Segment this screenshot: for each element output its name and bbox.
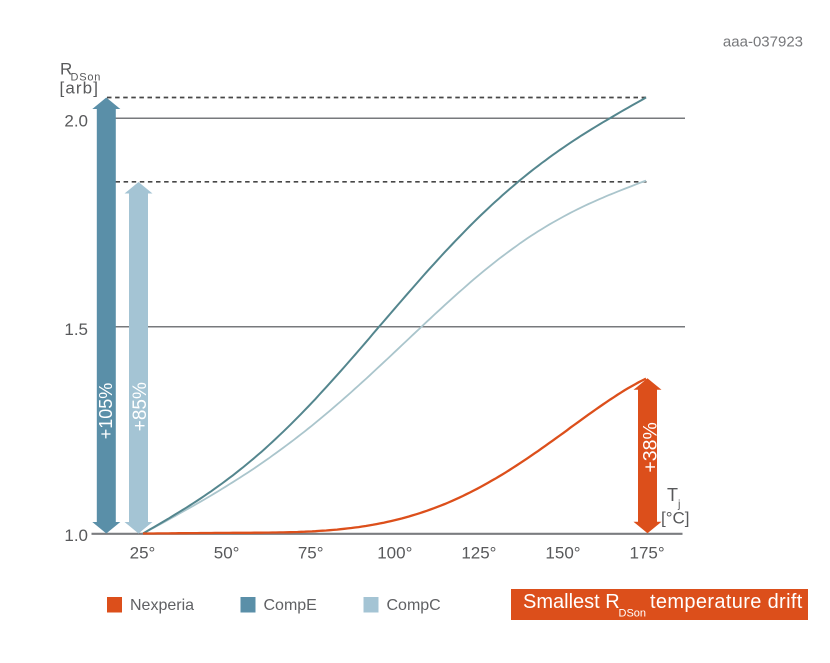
svg-text:CompC: CompC <box>387 597 441 614</box>
svg-text:+38%: +38% <box>640 422 662 472</box>
svg-text:Smallest R: Smallest R <box>523 591 620 613</box>
svg-text:1.0: 1.0 <box>64 526 88 545</box>
svg-text:temperature drift: temperature drift <box>650 591 803 613</box>
svg-text:T: T <box>667 485 678 505</box>
svg-text:50°: 50° <box>214 544 240 563</box>
svg-text:125°: 125° <box>461 544 496 563</box>
svg-text:25°: 25° <box>130 544 156 563</box>
svg-text:j: j <box>677 499 680 511</box>
svg-text:175°: 175° <box>630 544 665 563</box>
svg-text:DSon: DSon <box>619 608 647 620</box>
svg-text:150°: 150° <box>545 544 580 563</box>
svg-text:DSon: DSon <box>71 72 102 84</box>
svg-text:R: R <box>60 60 72 79</box>
svg-text:[°C]: [°C] <box>661 509 690 528</box>
svg-text:aaa-037923: aaa-037923 <box>723 34 803 51</box>
svg-text:2.0: 2.0 <box>64 112 88 131</box>
svg-text:75°: 75° <box>298 544 324 563</box>
svg-text:CompE: CompE <box>264 597 317 614</box>
svg-text:[arb]: [arb] <box>60 79 100 98</box>
svg-text:+85%: +85% <box>130 382 151 431</box>
svg-text:+105%: +105% <box>96 383 116 440</box>
svg-text:100°: 100° <box>377 544 412 563</box>
svg-text:Nexperia: Nexperia <box>130 597 194 614</box>
svg-text:1.5: 1.5 <box>64 320 88 339</box>
